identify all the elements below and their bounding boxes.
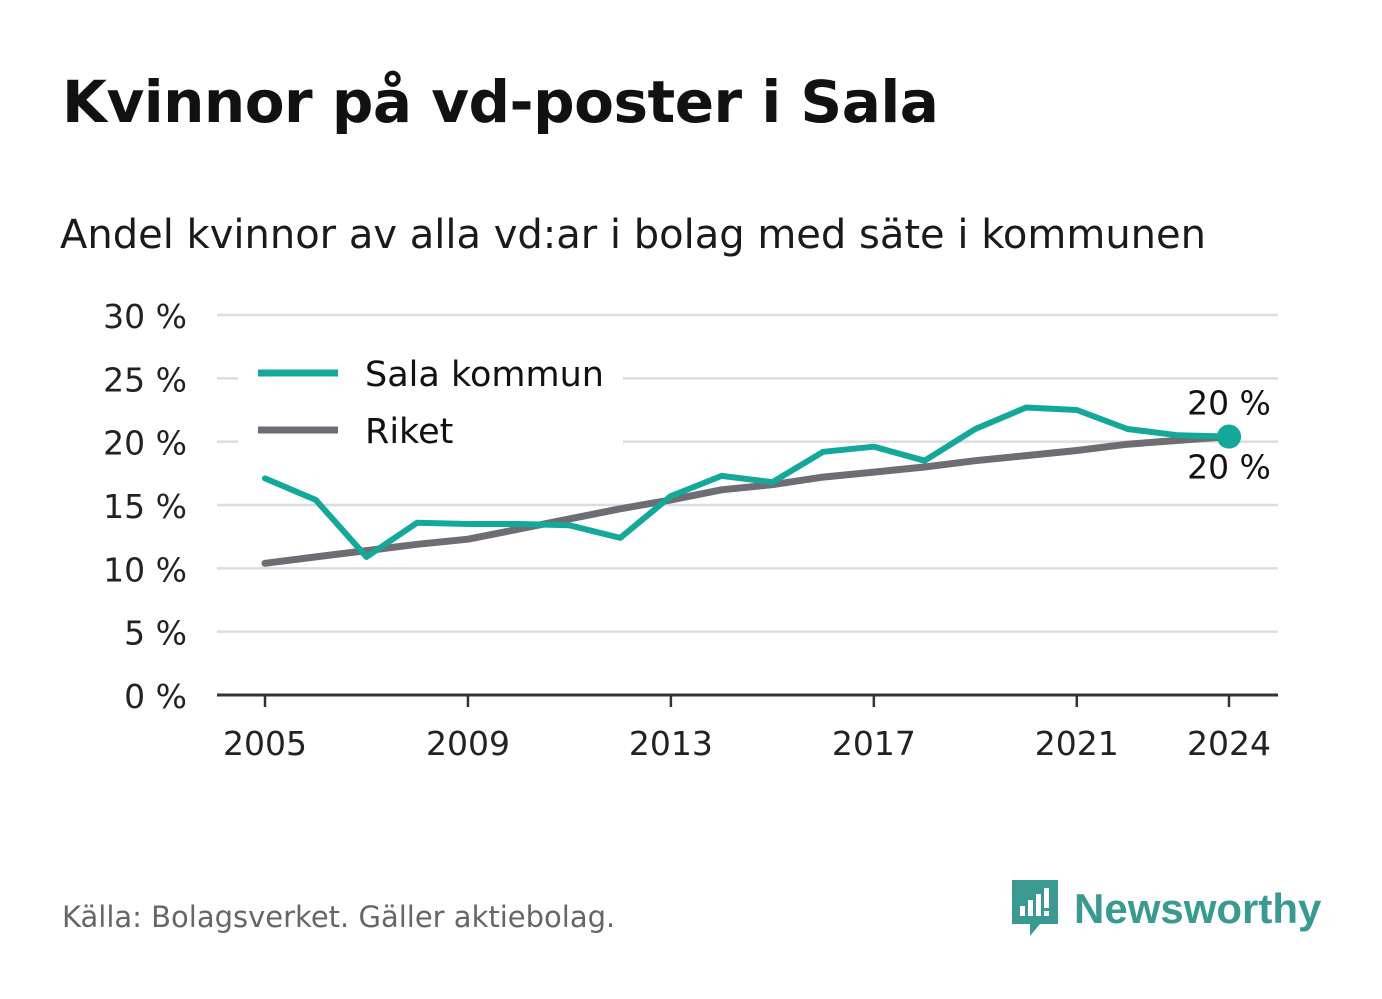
- y-axis-tick-labels: 0 % 5 % 10 % 15 % 20 % 25 % 30 %: [103, 297, 187, 716]
- y-tick-label: 15 %: [103, 487, 187, 526]
- source-note: Källa: Bolagsverket. Gäller aktiebolag.: [62, 900, 616, 934]
- x-tick-label: 2021: [1035, 724, 1119, 763]
- x-tick-label: 2024: [1187, 724, 1271, 763]
- y-tick-label: 5 %: [124, 614, 187, 653]
- x-tick-label: 2013: [629, 724, 713, 763]
- y-tick-label: 20 %: [103, 424, 187, 463]
- y-tick-label: 10 %: [103, 550, 187, 589]
- brand-name: Newsworthy: [1074, 885, 1322, 932]
- legend-label: Sala kommun: [365, 355, 604, 395]
- end-label: 20 %: [1187, 384, 1271, 423]
- newsworthy-logo-icon: [1012, 880, 1058, 936]
- brand: Newsworthy: [1010, 878, 1321, 940]
- y-tick-label: 30 %: [103, 297, 187, 336]
- series-line-riket: [261, 433, 1233, 567]
- x-tick-label: 2009: [426, 724, 510, 763]
- legend-label: Riket: [365, 412, 453, 452]
- chart-title: Kvinnor på vd-poster i Sala: [62, 68, 939, 136]
- end-label: 20 %: [1187, 448, 1271, 487]
- x-tick-label: 2017: [832, 724, 916, 763]
- series-line-sala-kommun: [262, 404, 1232, 560]
- x-tick-label: 2005: [223, 724, 307, 763]
- x-axis: 2005 2009 2013 2017 2021 2024: [217, 693, 1278, 763]
- series-lines: [261, 404, 1241, 567]
- y-tick-label: 25 %: [103, 360, 187, 399]
- chart-subtitle: Andel kvinnor av alla vd:ar i bolag med …: [60, 212, 1206, 258]
- end-labels: 20 % 20 %: [1187, 384, 1271, 487]
- legend: Sala kommun Riket: [238, 342, 623, 452]
- y-tick-label: 0 %: [124, 677, 187, 716]
- end-point-sala: [1217, 424, 1241, 449]
